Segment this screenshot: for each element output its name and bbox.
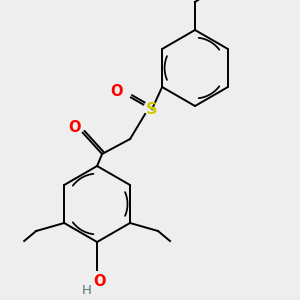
Text: H: H xyxy=(82,284,92,296)
Text: O: O xyxy=(110,85,122,100)
Text: O: O xyxy=(93,274,105,290)
Text: S: S xyxy=(146,101,158,116)
Text: O: O xyxy=(68,121,80,136)
